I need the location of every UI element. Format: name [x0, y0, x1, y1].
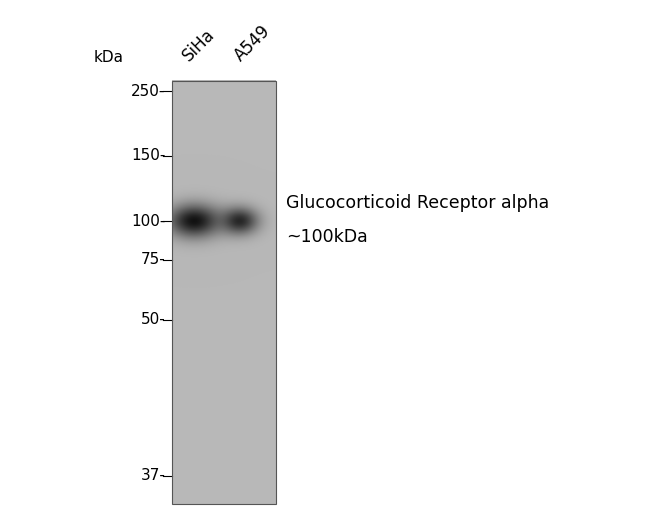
Text: 150-: 150- [131, 149, 166, 163]
Text: 100-: 100- [131, 214, 166, 228]
Text: A549: A549 [231, 22, 274, 65]
Text: SiHa: SiHa [179, 25, 218, 65]
Text: ~100kDa: ~100kDa [286, 228, 368, 245]
Text: Glucocorticoid Receptor alpha: Glucocorticoid Receptor alpha [286, 194, 549, 212]
Text: 75-: 75- [141, 253, 166, 267]
Text: 50-: 50- [141, 313, 166, 327]
Text: 37-: 37- [141, 469, 166, 483]
Text: kDa: kDa [94, 50, 124, 65]
Text: 250-: 250- [131, 84, 166, 98]
